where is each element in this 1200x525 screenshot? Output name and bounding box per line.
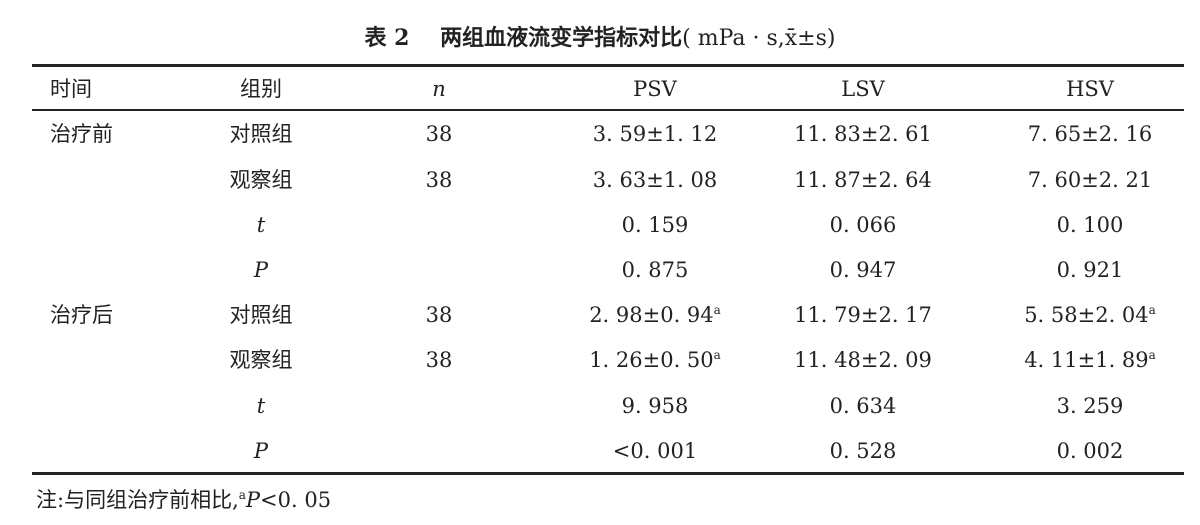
cell-group: 观察组	[195, 167, 327, 193]
cell-n: 38	[404, 347, 474, 373]
cell-psv-value: <0. 001	[612, 439, 698, 463]
cell-hsv: 0. 002	[990, 438, 1190, 464]
cell-lsv: 11. 48±2. 09	[763, 347, 963, 373]
cell-hsv-value: 0. 002	[1056, 439, 1124, 463]
cell-n-value: 38	[425, 122, 453, 146]
cell-stat: t	[195, 212, 327, 238]
cell-n-value: 38	[425, 303, 453, 327]
cell-psv: 1. 26±0. 50a	[555, 347, 755, 373]
cell-lsv-value: 11. 83±2. 61	[794, 122, 932, 146]
cell-group: 对照组	[195, 302, 327, 328]
note-prefix: 注:与同组治疗前相比,	[36, 488, 239, 512]
significance-marker: a	[713, 303, 721, 317]
cell-lsv-value: 0. 528	[829, 439, 897, 463]
top-rule	[32, 64, 1184, 67]
cell-lsv: 0. 066	[763, 212, 963, 238]
cell-lsv-value: 11. 87±2. 64	[794, 168, 932, 192]
cell-stat-value: P	[253, 258, 269, 282]
cell-hsv: 3. 259	[990, 393, 1190, 419]
cell-stat: P	[195, 438, 327, 464]
cell-psv-value: 0. 875	[621, 258, 689, 282]
cell-hsv: 5. 58±2. 04a	[990, 302, 1190, 328]
cell-group-value: 对照组	[229, 303, 293, 327]
note-text: <0. 05	[260, 488, 332, 512]
cell-group-value: 观察组	[229, 348, 293, 372]
cell-hsv: 0. 921	[990, 257, 1190, 283]
cell-hsv-value: 7. 65±2. 16	[1027, 122, 1153, 146]
cell-psv: 0. 159	[555, 212, 755, 238]
cell-psv-value: 3. 63±1. 08	[592, 168, 718, 192]
significance-marker: a	[1148, 348, 1156, 362]
cell-hsv-value: 4. 11±1. 89	[1024, 348, 1149, 372]
cell-stat: P	[195, 257, 327, 283]
cell-group-value: 对照组	[229, 122, 293, 146]
cell-n: 38	[404, 302, 474, 328]
cell-lsv: 11. 87±2. 64	[763, 167, 963, 193]
cell-psv-value: 2. 98±0. 94	[589, 303, 714, 327]
cell-psv: 0. 875	[555, 257, 755, 283]
cell-hsv: 7. 60±2. 21	[990, 167, 1190, 193]
cell-stat-value: t	[256, 213, 266, 237]
cell-lsv-value: 0. 634	[829, 394, 897, 418]
cell-lsv: 0. 634	[763, 393, 963, 419]
cell-lsv: 11. 83±2. 61	[763, 121, 963, 147]
cell-psv: 2. 98±0. 94a	[555, 302, 755, 328]
cell-hsv: 7. 65±2. 16	[990, 121, 1190, 147]
cell-hsv-value: 5. 58±2. 04	[1024, 303, 1149, 327]
significance-marker: a	[713, 348, 721, 362]
cell-hsv-value: 7. 60±2. 21	[1027, 168, 1153, 192]
cell-hsv: 4. 11±1. 89a	[990, 347, 1190, 373]
cell-group: 观察组	[195, 347, 327, 373]
cell-lsv-value: 11. 48±2. 09	[794, 348, 932, 372]
cell-hsv-value: 0. 921	[1056, 258, 1124, 282]
table-note: 注:与同组治疗前相比,aP<0. 05	[36, 484, 331, 514]
cell-lsv: 0. 528	[763, 438, 963, 464]
table-label: 表 2	[364, 25, 410, 51]
cell-n: 38	[404, 121, 474, 147]
bottom-rule	[32, 472, 1184, 475]
header-rule	[32, 109, 1184, 111]
cell-time-value: 治疗前	[50, 122, 113, 146]
cell-psv: 3. 59±1. 12	[555, 121, 755, 147]
table-title: 两组血液流变学指标对比	[440, 25, 683, 51]
cell-psv-value: 9. 958	[621, 394, 689, 418]
cell-n-value: 38	[425, 348, 453, 372]
cell-psv: 9. 958	[555, 393, 755, 419]
cell-lsv: 0. 947	[763, 257, 963, 283]
cell-lsv: 11. 79±2. 17	[763, 302, 963, 328]
cell-psv: <0. 001	[555, 438, 755, 464]
cell-psv: 3. 63±1. 08	[555, 167, 755, 193]
cell-psv-value: 1. 26±0. 50	[589, 348, 714, 372]
header-group: 组别	[240, 77, 282, 101]
cell-time-value: 治疗后	[50, 303, 113, 327]
cell-hsv-value: 0. 100	[1056, 213, 1124, 237]
cell-lsv-value: 0. 066	[829, 213, 897, 237]
header-time: 时间	[50, 77, 92, 101]
cell-psv-value: 0. 159	[621, 213, 689, 237]
significance-marker: a	[1148, 303, 1156, 317]
header-n: n	[432, 77, 446, 101]
cell-time: 治疗前	[50, 121, 113, 147]
cell-group: 对照组	[195, 121, 327, 147]
cell-n: 38	[404, 167, 474, 193]
header-lsv: LSV	[841, 77, 885, 101]
table-unit: ( mPa · s,x̄±s)	[682, 26, 836, 51]
cell-lsv-value: 11. 79±2. 17	[794, 303, 932, 327]
cell-group-value: 观察组	[229, 168, 293, 192]
cell-n-value: 38	[425, 168, 453, 192]
cell-lsv-value: 0. 947	[829, 258, 897, 282]
header-psv: PSV	[633, 77, 677, 101]
cell-stat: t	[195, 393, 327, 419]
table-caption: 表 2 两组血液流变学指标对比( mPa · s,x̄±s)	[0, 20, 1200, 52]
cell-stat-value: P	[253, 439, 269, 463]
note-sup: a	[238, 488, 246, 502]
cell-psv-value: 3. 59±1. 12	[592, 122, 718, 146]
header-hsv: HSV	[1066, 77, 1114, 101]
note-stat: P	[245, 488, 261, 512]
cell-hsv-value: 3. 259	[1056, 394, 1124, 418]
cell-hsv: 0. 100	[990, 212, 1190, 238]
cell-time: 治疗后	[50, 302, 113, 328]
cell-stat-value: t	[256, 394, 266, 418]
